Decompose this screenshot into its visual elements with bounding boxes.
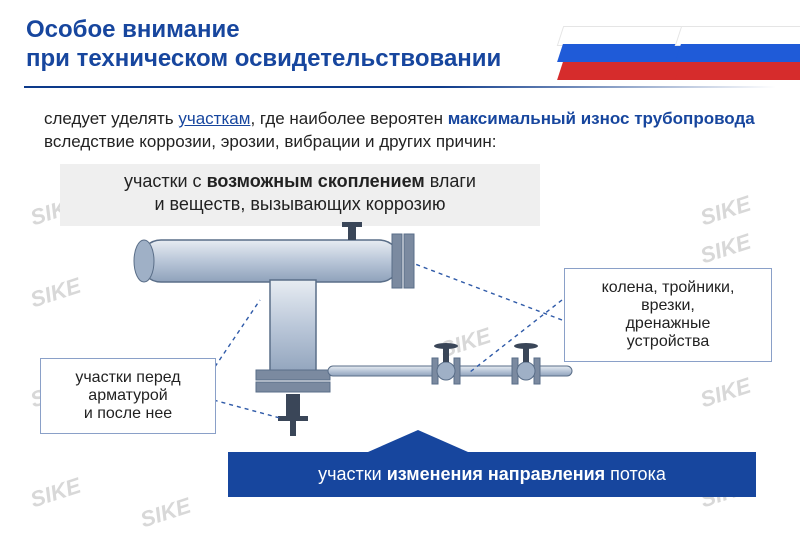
watermark-text: SIKE: [27, 473, 84, 514]
drain-valve-body: [286, 394, 300, 416]
lead-paragraph: следует уделять участкам, где наиболее в…: [44, 108, 756, 154]
lead-mid: , где наиболее вероятен: [250, 109, 447, 128]
title-line-2: при техническом освидетельствовании: [26, 45, 501, 72]
vertical-tee: [270, 280, 316, 376]
main-pipe: [140, 240, 400, 282]
flange-right-2: [404, 234, 414, 288]
pipe-endcap: [134, 240, 154, 282]
watermark-text: SIKE: [697, 373, 754, 414]
title-line-1: Особое внимание: [26, 16, 240, 43]
callout-top-bold: возможным скоплением: [207, 171, 425, 191]
banner-bottom-post: потока: [605, 464, 666, 484]
watermark-text: SIKE: [697, 229, 754, 270]
box-left-l1: участки перед: [75, 369, 180, 386]
box-right-l4: устройства: [627, 333, 709, 350]
callout-top-pre: участки с: [124, 171, 207, 191]
inline-valve-2: [512, 343, 540, 384]
watermark-text: SIKE: [137, 493, 194, 534]
drain-outlet: [290, 420, 296, 436]
inline-valve-1: [432, 343, 460, 384]
box-right-l1: колена, тройники,: [602, 279, 735, 296]
watermark-text: SIKE: [697, 191, 754, 232]
slide-title: Особое внимание при техническом освидете…: [26, 16, 501, 74]
top-valve-stem: [348, 226, 356, 240]
lead-link[interactable]: участкам: [178, 109, 250, 128]
watermark-text: SIKE: [27, 273, 84, 314]
callout-top-post: влаги: [425, 171, 476, 191]
callout-top: участки с возможным скоплением влаги и в…: [60, 164, 540, 226]
tee-flange-lower: [256, 382, 330, 392]
lead-bold: максимальный износ трубопровода: [448, 109, 755, 128]
tee-flange-upper: [256, 370, 330, 380]
box-right-l3: дренажные: [626, 315, 711, 332]
flag-icon: [560, 26, 800, 80]
box-left-l2: арматурой: [88, 387, 167, 404]
label-box-right: колена, тройники, врезки, дренажные устр…: [564, 268, 772, 362]
header: Особое внимание при техническом освидете…: [0, 0, 800, 90]
box-right-l2: врезки,: [641, 297, 695, 314]
lead-suffix: вследствие коррозии, эрозии, вибрации и …: [44, 132, 496, 151]
lead-prefix: следует уделять: [44, 109, 178, 128]
top-valve-handle: [342, 222, 362, 227]
banner-bottom-bold: изменения направления: [387, 464, 605, 484]
callout-top-l2: и веществ, вызывающих коррозию: [154, 194, 445, 214]
banner-bottom: участки изменения направления потока: [228, 452, 756, 497]
flange-right: [392, 234, 402, 288]
banner-bottom-pre: участки: [318, 464, 387, 484]
header-underline: [24, 86, 776, 88]
box-left-l3: и после нее: [84, 405, 172, 422]
label-box-left: участки перед арматурой и после нее: [40, 358, 216, 434]
slide-root: SIKESIKESIKESIKESIKESIKESIKESIKESIKESIKE…: [0, 0, 800, 535]
